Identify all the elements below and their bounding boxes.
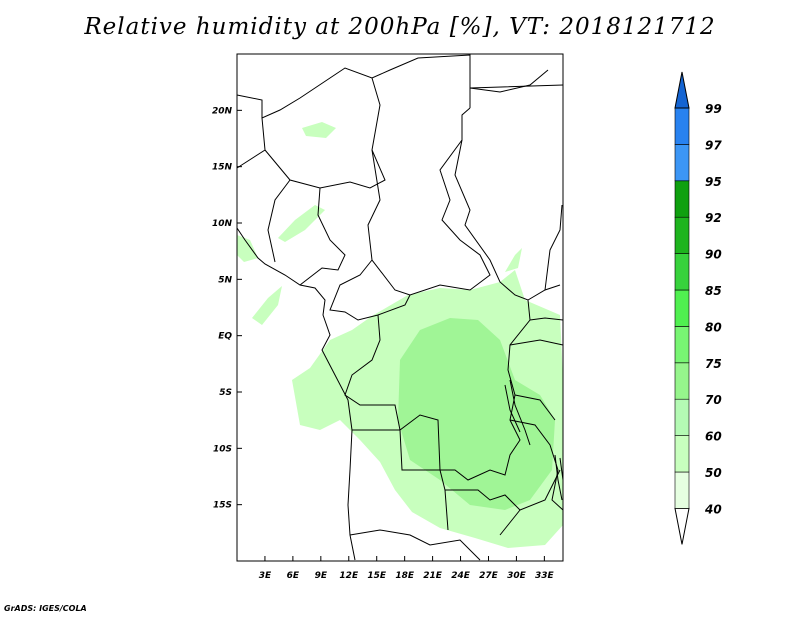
colorbar-level-label: 60 — [705, 430, 722, 444]
colorbar-level-label: 40 — [704, 502, 722, 516]
colorbar-level-label: 97 — [705, 138, 722, 152]
border-east-africa — [509, 317, 564, 511]
colorbar-level-label: 75 — [705, 357, 722, 371]
colorbar-low-triangle — [674, 507, 690, 545]
lat-tick-label: 15S — [213, 501, 232, 511]
colorbar-segment — [674, 362, 690, 400]
axis-ticks: 3E 6E 9E 12E 15E 18E 21E 24E 27E 30E 33E 20N 15N 10N 5… — [212, 106, 555, 581]
border-niger — [236, 77, 386, 189]
grads-credit: GrADS: IGES/COLA — [4, 604, 87, 613]
colorbar-segment — [674, 180, 690, 218]
lon-tick-label: 9E — [315, 571, 328, 581]
border-car — [329, 259, 411, 321]
lon-tick-label: 30E — [507, 571, 527, 581]
humidity-field-layer — [237, 122, 563, 548]
lat-tick-label: 10N — [212, 219, 233, 229]
border-south — [349, 489, 521, 561]
colorbar-segment — [674, 398, 690, 436]
border-drc — [344, 299, 531, 481]
lon-tick-label: 33E — [535, 571, 555, 581]
humidity-area-60 — [398, 318, 555, 510]
lon-tick-label: 21E — [423, 571, 443, 581]
lat-tick-label: EQ — [218, 332, 232, 342]
colorbar-level-label: 80 — [705, 320, 722, 334]
colorbar-level-label: 92 — [705, 211, 722, 225]
colorbar-segment — [674, 216, 690, 254]
border-sahara — [236, 54, 471, 119]
country-borders — [236, 54, 564, 561]
humidity-area-west — [252, 286, 282, 325]
lon-tick-label: 18E — [395, 571, 415, 581]
colorbar-level-label: 90 — [705, 248, 722, 262]
border-nigeria — [267, 179, 346, 286]
colorbar-segment — [674, 435, 690, 473]
colorbar-level-label: 85 — [705, 284, 722, 298]
lon-tick-label: 6E — [287, 571, 300, 581]
border-angola — [352, 429, 561, 511]
colorbar-segment — [674, 107, 690, 145]
colorbar-high-triangle — [674, 71, 690, 109]
lon-tick-label: 12E — [339, 571, 359, 581]
humidity-area-north-2 — [302, 122, 336, 138]
lat-tick-label: 10S — [213, 444, 232, 454]
lat-tick-label: 5N — [218, 275, 232, 285]
lon-tick-label: 15E — [367, 571, 387, 581]
colorbar: 40 50 60 70 75 80 85 90 92 95 97 99 — [674, 71, 722, 545]
humidity-area-coast — [237, 235, 258, 262]
border-sudan — [454, 84, 564, 301]
humidity-area-north-1 — [278, 205, 325, 242]
colorbar-segment — [674, 144, 690, 182]
ethiopia-border — [469, 69, 563, 291]
lake-tanganyika — [504, 379, 531, 446]
border-chad — [367, 107, 491, 296]
lon-tick-label: 27E — [479, 571, 499, 581]
lon-tick-label: 3E — [259, 571, 272, 581]
lon-tick-label: 24E — [451, 571, 471, 581]
colorbar-level-label: 99 — [705, 102, 722, 116]
colorbar-segment — [674, 289, 690, 327]
map-frame — [236, 53, 564, 562]
colorbar-segment — [674, 253, 690, 291]
lat-tick-label: 15N — [212, 163, 233, 173]
lat-tick-label: 20N — [212, 106, 233, 116]
humidity-area-ne — [505, 248, 522, 272]
colorbar-segment — [674, 471, 690, 509]
lat-tick-label: 5S — [219, 388, 232, 398]
colorbar-level-label: 50 — [705, 466, 722, 480]
coastline-west — [236, 227, 356, 561]
colorbar-level-label: 95 — [705, 175, 722, 189]
colorbar-level-label: 70 — [705, 393, 722, 407]
colorbar-segment — [674, 326, 690, 364]
chart-title: Relative humidity at 200hPa [%], VT: 201… — [84, 14, 716, 40]
